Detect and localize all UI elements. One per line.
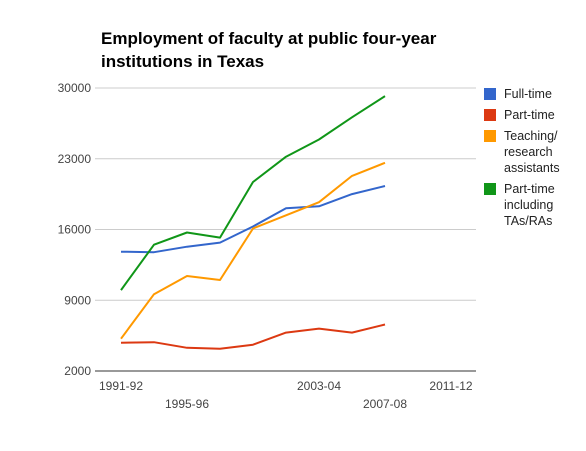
- y-tick-label: 23000: [58, 152, 92, 166]
- legend-label: Part-time: [504, 108, 555, 122]
- legend-item: Part-time: [484, 107, 584, 123]
- legend: Full-time Part-time Teaching/ research ass…: [484, 86, 584, 234]
- x-tick-label: 2011-12: [429, 379, 472, 393]
- legend-swatch: [484, 109, 496, 121]
- legend-swatch: [484, 88, 496, 100]
- legend-item: Part-time including TAs/RAs: [484, 181, 584, 229]
- x-tick-label: 2003-04: [297, 379, 341, 393]
- x-tick-label: 2007-08: [363, 397, 407, 411]
- legend-label: Full-time: [504, 87, 552, 101]
- x-tick-label: 1991-92: [99, 379, 143, 393]
- legend-swatch: [484, 130, 496, 142]
- y-tick-label: 9000: [64, 293, 91, 307]
- legend-label: Part-time including TAs/RAs: [504, 182, 555, 228]
- legend-swatch: [484, 183, 496, 195]
- legend-label: Teaching/ research assistants: [504, 129, 560, 175]
- series-line-full-time: [120, 185, 386, 254]
- series-line-part-time: [120, 95, 386, 291]
- series-line-part-time: [120, 323, 386, 350]
- chart-title: Employment of faculty at public four-yea…: [101, 29, 437, 71]
- y-tick-label: 30000: [58, 81, 92, 95]
- y-tick-label: 2000: [64, 364, 91, 378]
- series-line-teaching-: [120, 161, 386, 340]
- legend-item: Full-time: [484, 86, 584, 102]
- y-tick-label: 16000: [58, 223, 92, 237]
- x-tick-label: 1995-96: [165, 397, 209, 411]
- legend-item: Teaching/ research assistants: [484, 128, 584, 176]
